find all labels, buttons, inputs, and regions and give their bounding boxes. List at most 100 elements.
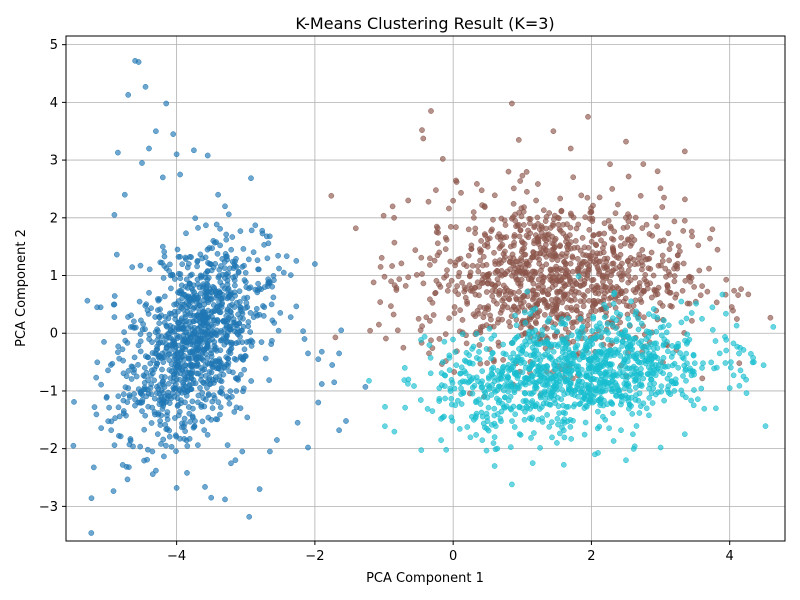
scatter-point — [671, 278, 678, 285]
scatter-point — [561, 339, 567, 346]
scatter-point — [471, 214, 477, 221]
scatter-point — [456, 426, 463, 432]
scatter-point — [625, 315, 632, 322]
scatter-point — [665, 230, 672, 237]
scatter-point — [545, 353, 552, 359]
scatter-point — [578, 389, 584, 396]
scatter-point — [215, 358, 222, 365]
scatter-point — [240, 246, 247, 252]
scatter-point — [687, 365, 693, 372]
scatter-point — [638, 366, 644, 372]
scatter-point — [529, 307, 536, 314]
scatter-point — [157, 306, 163, 313]
scatter-point — [178, 397, 184, 404]
scatter-point — [611, 289, 618, 296]
scatter-point — [578, 366, 585, 373]
scatter-point — [726, 385, 733, 391]
scatter-point — [204, 152, 211, 159]
scatter-point — [592, 290, 599, 296]
scatter-point — [571, 352, 577, 359]
scatter-point — [267, 448, 273, 455]
scatter-point — [266, 377, 272, 383]
scatter-point — [534, 214, 541, 221]
scatter-point — [623, 302, 630, 309]
scatter-point — [545, 348, 551, 354]
scatter-point — [701, 405, 708, 412]
scatter-point — [204, 384, 210, 391]
scatter-point — [264, 255, 271, 262]
scatter-point — [120, 370, 127, 377]
scatter-point — [497, 236, 504, 243]
y-tick-label: −2 — [39, 442, 58, 457]
scatter-point — [615, 387, 622, 394]
scatter-point — [560, 274, 567, 280]
scatter-point — [194, 263, 200, 270]
scatter-point — [577, 400, 584, 407]
scatter-point — [494, 276, 501, 283]
scatter-point — [664, 375, 671, 382]
scatter-point — [204, 329, 211, 336]
scatter-point — [537, 445, 543, 451]
scatter-point — [117, 433, 124, 440]
scatter-point — [126, 392, 133, 398]
scatter-point — [585, 113, 591, 120]
scatter-point — [580, 259, 586, 265]
scatter-point — [627, 343, 634, 350]
scatter-point — [159, 243, 166, 250]
scatter-point — [110, 488, 117, 494]
scatter-point — [535, 363, 542, 370]
scatter-point — [221, 265, 228, 271]
scatter-point — [471, 416, 477, 423]
scatter-point — [713, 364, 720, 371]
scatter-point — [181, 352, 187, 359]
scatter-point — [427, 370, 434, 377]
scatter-point — [502, 248, 508, 255]
scatter-point — [425, 198, 432, 205]
scatter-point — [606, 425, 612, 432]
scatter-point — [210, 329, 216, 336]
scatter-point — [563, 267, 570, 274]
scatter-point — [185, 382, 192, 389]
scatter-point — [115, 149, 121, 156]
scatter-point — [214, 250, 221, 257]
scatter-point — [541, 364, 548, 370]
scatter-point — [301, 336, 308, 342]
scatter-point — [465, 379, 471, 386]
scatter-point — [573, 303, 580, 310]
scatter-point — [630, 431, 636, 438]
scatter-point — [561, 434, 568, 441]
scatter-point — [658, 383, 665, 390]
scatter-point — [688, 397, 694, 404]
scatter-point — [648, 249, 655, 256]
scatter-point — [240, 388, 246, 395]
scatter-point — [115, 349, 121, 356]
scatter-point — [436, 336, 443, 342]
scatter-point — [508, 383, 514, 390]
scatter-point — [538, 229, 545, 236]
scatter-point — [479, 437, 486, 444]
chart-title: K-Means Clustering Result (K=3) — [295, 14, 554, 33]
scatter-point — [228, 309, 234, 315]
scatter-point — [556, 341, 562, 347]
scatter-point — [203, 291, 210, 298]
scatter-point — [540, 274, 547, 281]
scatter-point — [507, 255, 514, 261]
scatter-point — [563, 356, 570, 362]
scatter-point — [420, 280, 427, 287]
scatter-point — [146, 289, 152, 296]
scatter-point — [537, 357, 544, 364]
scatter-point — [632, 289, 639, 296]
scatter-point — [175, 390, 182, 397]
scatter-point — [175, 308, 181, 315]
scatter-point — [622, 349, 629, 356]
scatter-point — [596, 423, 603, 430]
scatter-point — [442, 395, 448, 402]
scatter-point — [613, 338, 620, 345]
scatter-point — [630, 335, 637, 342]
scatter-point — [516, 288, 522, 295]
scatter-point — [699, 283, 705, 289]
scatter-point — [490, 364, 497, 371]
scatter-point — [657, 368, 664, 375]
scatter-point — [612, 346, 618, 353]
scatter-point — [584, 322, 591, 329]
